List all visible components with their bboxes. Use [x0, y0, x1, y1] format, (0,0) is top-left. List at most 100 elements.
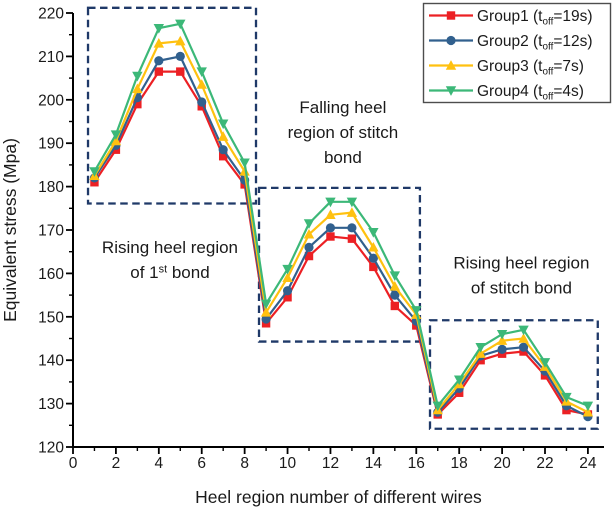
legend-label-group3: Group3 (toff=7s): [477, 58, 584, 77]
marker-triangle-down: [368, 227, 379, 238]
y-axis-title: Equivalent stress (Mpa): [0, 138, 20, 322]
marker-triangle-up: [260, 307, 272, 317]
marker-square: [176, 67, 185, 76]
annotation-falling-heel-region-of-stitch-bond-line-1: Falling heel: [299, 98, 386, 117]
annotation-rising-heel-region-of-1st-bond: Rising heel region of 1st bond: [102, 238, 238, 282]
x-tick-label-22: 22: [536, 455, 553, 472]
legend-item-group4: Group4 (toff=4s): [429, 83, 584, 102]
x-tick-label-18: 18: [451, 455, 468, 472]
x-tick-label-4: 4: [155, 455, 164, 472]
legend-item-group2: Group2 (toff=12s): [429, 33, 593, 52]
marker-triangle-up: [303, 228, 315, 239]
x-tick-label-14: 14: [365, 455, 383, 472]
y-tick-label-190: 190: [38, 136, 64, 153]
annotation-rising-heel-region-of-stitch-bond-line-1: Rising heel region: [453, 254, 589, 273]
x-axis-title: Heel region number of different wires: [195, 487, 482, 507]
marker-triangle-up: [389, 281, 401, 291]
annotation-rising-heel-region-of-1st-bond-line-2: of 1st bond: [130, 263, 209, 282]
marker-square: [369, 262, 378, 272]
x-tick-label-24: 24: [579, 455, 597, 472]
marker-triangle-down: [153, 23, 165, 34]
marker-triangle-down: [496, 329, 508, 340]
marker-triangle-up: [325, 209, 336, 220]
marker-circle: [154, 56, 164, 66]
marker-circle: [282, 286, 293, 296]
legend-label-group2: Group2 (toff=12s): [477, 33, 593, 52]
legend-item-group3: Group3 (toff=7s): [429, 58, 584, 77]
annotation-rising-heel-region-of-1st-bond-line-1: Rising heel region: [102, 238, 238, 257]
marker-square: [133, 99, 142, 109]
marker-square: [347, 234, 357, 243]
marker-triangle-down: [411, 306, 422, 316]
annotation-falling-heel-region-of-stitch-bond-line-2: region of stitch: [288, 123, 399, 142]
y-tick-label-160: 160: [38, 266, 64, 283]
marker-triangle-up: [110, 135, 122, 146]
marker-triangle-down: [389, 271, 401, 281]
marker-circle: [497, 344, 507, 354]
region-box-rising-heel-1st-bond: [86, 6, 258, 205]
x-tick-label-10: 10: [279, 455, 297, 472]
legend: Group1 (toff=19s) Group2 (toff=12s) Group3…: [422, 2, 612, 104]
marker-triangle-down: [303, 219, 315, 229]
marker-triangle-down: [445, 86, 457, 96]
legend-item-group1: Group1 (toff=19s): [429, 8, 593, 27]
y-tick-label-220: 220: [38, 6, 64, 23]
marker-circle: [304, 242, 314, 252]
y-tick-label-120: 120: [38, 440, 64, 457]
legend-label-group4: Group4 (toff=4s): [477, 83, 584, 102]
marker-circle: [197, 97, 207, 107]
marker-triangle-up: [582, 406, 594, 417]
marker-triangle-up: [132, 83, 143, 94]
y-tick-label-200: 200: [38, 92, 64, 109]
marker-triangle-down: [325, 197, 336, 208]
region-box-rising-heel-stitch-bond: [428, 319, 599, 430]
marker-triangle-down: [89, 167, 100, 177]
x-tick-label-20: 20: [493, 455, 511, 472]
series-line-group3: [93, 40, 589, 414]
y-tick-label-150: 150: [38, 309, 64, 326]
marker-circle: [218, 145, 228, 155]
marker-triangle-down: [582, 401, 594, 412]
series-line-group4: [93, 22, 589, 407]
region-box-falling-heel-stitch-bond: [257, 186, 422, 343]
y-tick-label-130: 130: [38, 396, 64, 413]
series-group3: [89, 35, 594, 417]
marker-triangle-up: [282, 272, 293, 282]
y-tick-label-170: 170: [38, 223, 64, 240]
marker-circle: [446, 35, 456, 46]
annotation-rising-heel-region-of-stitch-bond: Rising heel region of stitch bond: [453, 254, 589, 298]
annotation-falling-heel-region-of-stitch-bond-line-3: bond: [324, 148, 362, 167]
marker-triangle-up: [346, 207, 358, 217]
marker-square: [304, 251, 314, 261]
marker-triangle-up: [518, 333, 529, 343]
marker-triangle-up: [368, 241, 379, 252]
x-tick-label-6: 6: [197, 455, 206, 472]
x-tick-label-8: 8: [240, 455, 249, 472]
marker-circle: [175, 51, 185, 62]
marker-triangle-down: [475, 342, 486, 353]
x-tick-label-0: 0: [69, 455, 78, 472]
marker-triangle-up: [496, 335, 508, 345]
marker-triangle-up: [217, 131, 229, 141]
y-tick-label-140: 140: [38, 353, 64, 370]
marker-triangle-down: [110, 130, 122, 140]
marker-triangle-down: [282, 264, 293, 275]
marker-square: [390, 301, 400, 311]
y-tick-label-210: 210: [38, 49, 64, 66]
marker-circle: [347, 223, 357, 233]
marker-square: [326, 232, 335, 241]
marker-triangle-up: [445, 60, 457, 70]
marker-triangle-up: [196, 79, 207, 89]
marker-triangle-down: [217, 119, 229, 130]
marker-circle: [390, 290, 400, 300]
marker-square: [283, 293, 292, 302]
legend-box: [422, 2, 612, 104]
marker-triangle-down: [196, 67, 207, 77]
marker-circle: [325, 223, 336, 233]
x-tick-label-16: 16: [408, 455, 425, 472]
marker-triangle-down: [518, 325, 529, 336]
marker-triangle-down: [260, 299, 272, 310]
x-tick-label-2: 2: [112, 455, 121, 472]
marker-circle: [368, 253, 378, 263]
